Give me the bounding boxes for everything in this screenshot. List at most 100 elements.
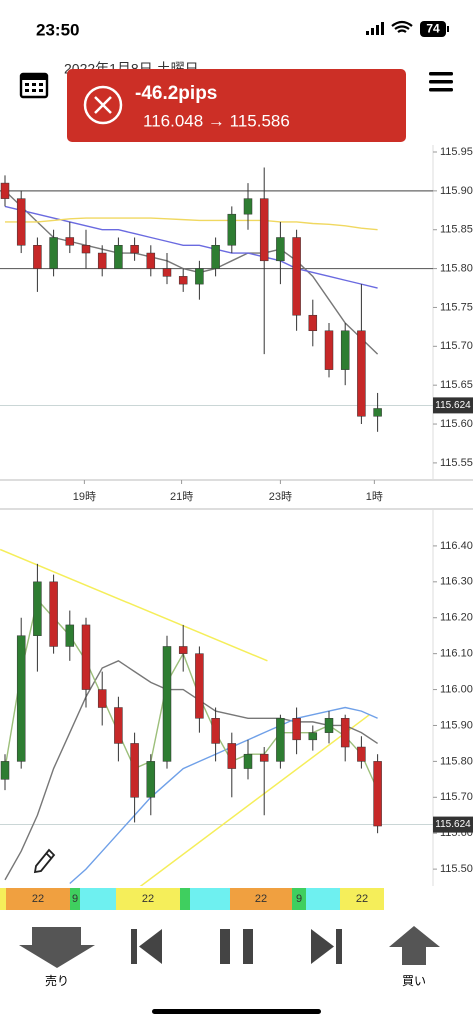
session-cell (180, 888, 190, 910)
y-tick-label: 116.40 (440, 540, 473, 552)
candle-body (308, 314, 318, 332)
y-tick-label: 115.60 (440, 418, 473, 430)
x-tick-label: 1時 (366, 490, 383, 503)
session-label: 9 (296, 893, 302, 905)
x-tick-label: 21時 (170, 490, 193, 503)
candle-body (292, 237, 301, 316)
candle-body (97, 252, 107, 269)
next-button[interactable] (311, 929, 342, 964)
candle-body (114, 245, 123, 269)
candle-body (357, 746, 366, 762)
session-label: 9 (72, 893, 78, 905)
moving-average (5, 217, 378, 231)
y-tick-label: 115.90 (440, 719, 473, 731)
y-tick-label: 115.70 (440, 340, 473, 352)
candle-body (292, 718, 301, 741)
x-tick-label: 23時 (269, 490, 292, 503)
candle-body (324, 718, 334, 733)
session-cell (306, 888, 340, 910)
session-cell (6, 888, 70, 910)
moving-average (4, 660, 378, 881)
buy-label: 買い (402, 974, 426, 988)
x-tick-label: 19時 (73, 490, 96, 503)
signal-icon (366, 22, 384, 35)
menu-button[interactable] (429, 72, 453, 92)
candle-body (259, 198, 269, 262)
session-cell (0, 888, 6, 910)
y-tick-label: 115.85 (440, 224, 473, 236)
y-tick-label: 116.00 (440, 683, 473, 695)
status-time: 23:50 (36, 20, 79, 39)
plot-area (0, 548, 433, 886)
candle-body (0, 182, 10, 199)
prev-button[interactable] (131, 929, 162, 964)
candle-body (130, 743, 139, 798)
candle-body (373, 408, 382, 417)
candle-body (114, 707, 123, 744)
trend-line (0, 548, 268, 662)
candle-body (65, 237, 75, 246)
y-tick-label: 115.65 (440, 379, 473, 391)
candle-body (373, 761, 382, 827)
y-tick-label: 115.75 (440, 301, 473, 313)
y-tick-label: 115.80 (440, 755, 473, 767)
candle-body (81, 624, 91, 690)
candle-body (324, 330, 334, 370)
battery-level: 74 (426, 22, 440, 36)
candle-body (146, 761, 156, 798)
moving-average (4, 205, 378, 289)
buy-button[interactable]: 買い (389, 926, 440, 988)
candle-body (146, 252, 156, 269)
session-label: 22 (142, 893, 154, 905)
trend-line (139, 714, 370, 886)
candle-body (162, 268, 172, 277)
y-tick-label: 116.10 (440, 648, 473, 660)
moving-average (4, 190, 379, 355)
toast-detail: 116.048 → 115.586 (143, 111, 290, 130)
session-cell (292, 888, 306, 910)
home-indicator (152, 1009, 321, 1014)
y-tick-label: 115.50 (440, 863, 473, 875)
y-tick-label: 115.90 (440, 185, 473, 197)
battery-icon (420, 21, 446, 37)
pause-button[interactable] (220, 929, 253, 964)
sell-button[interactable]: 売り (19, 927, 95, 988)
candle-body (243, 198, 253, 215)
session-cell (230, 888, 292, 910)
session-cell (340, 888, 384, 910)
toast-title: -46.2pips (135, 83, 217, 104)
candle-body (227, 743, 237, 769)
candle-body (243, 753, 253, 769)
last-price-label: 115.624 (435, 400, 471, 411)
y-tick-label: 115.70 (440, 791, 473, 803)
y-tick-label: 116.20 (440, 612, 473, 624)
last-price-box (433, 397, 473, 414)
session-cell (190, 888, 230, 910)
candle-body (227, 213, 237, 246)
y-tick-label: 116.30 (440, 576, 473, 588)
candle-body (130, 245, 139, 254)
session-cell (70, 888, 80, 910)
candle-body (195, 653, 204, 719)
candle-body (33, 581, 42, 636)
sell-label: 売り (45, 973, 69, 988)
candle-body (357, 330, 366, 417)
candle-body (211, 245, 220, 269)
candle-body (340, 330, 350, 370)
draw-tool-button[interactable] (33, 848, 56, 874)
candle-body (276, 718, 285, 762)
candle-body (162, 646, 172, 762)
candle-body (16, 635, 26, 762)
session-label: 22 (356, 893, 368, 905)
candle-body (16, 198, 26, 246)
candle-body (33, 245, 42, 269)
session-label: 22 (32, 893, 44, 905)
plot-area (0, 167, 433, 432)
calendar-button[interactable] (19, 72, 49, 99)
session-cell (116, 888, 180, 910)
candle-body (211, 718, 220, 744)
toast[interactable]: -46.2pips 116.048 → 115.586 (67, 69, 406, 142)
y-tick-label: 115.55 (440, 457, 473, 469)
candle-body (49, 237, 58, 269)
